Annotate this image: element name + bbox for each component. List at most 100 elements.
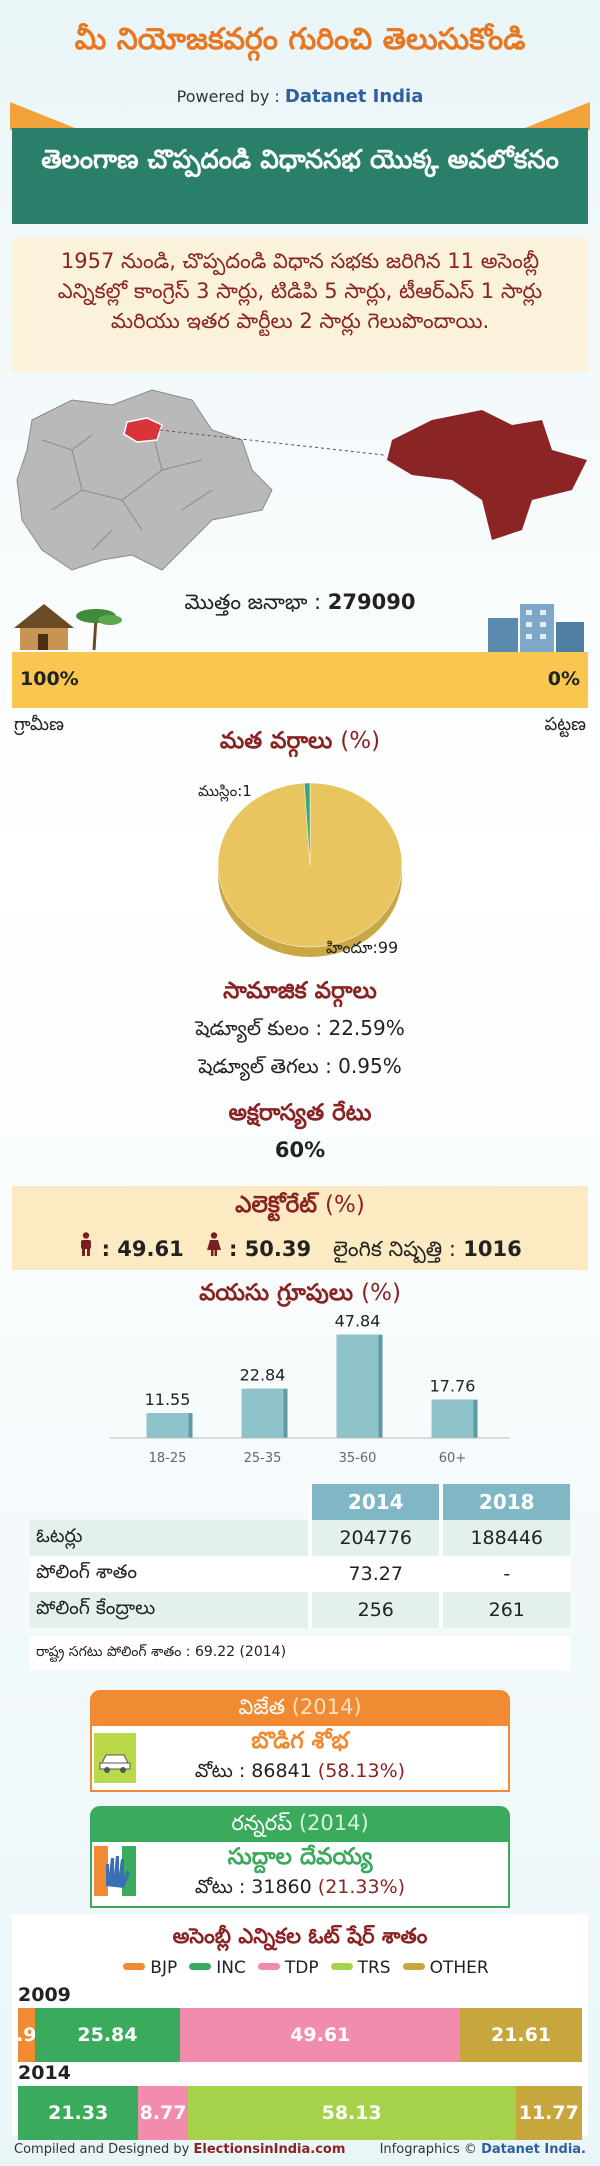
telangana-map-icon bbox=[16, 389, 273, 571]
table-row: పోలింగ్ కేంద్రాలు 256 261 bbox=[30, 1592, 570, 1628]
year-2014-label: 2014 bbox=[18, 2062, 71, 2084]
runner-votes: వోటు : 31860 (21.33%) bbox=[90, 1876, 510, 1903]
row-label: పోలింగ్ శాతం bbox=[30, 1556, 310, 1592]
footer-infographics: Infographics © bbox=[379, 2142, 477, 2157]
runner-vote-count: వోటు : 31860 bbox=[194, 1876, 312, 1898]
history-summary: 1957 నుండి, చొప్పదండి విధాన సభకు జరిగిన … bbox=[12, 238, 588, 372]
runner-header: రన్నరప్ (2014) bbox=[90, 1806, 510, 1840]
rural-label: గ్రామీణ bbox=[14, 714, 64, 735]
constituency-map bbox=[16, 389, 587, 571]
footer-copyright: Infographics © Datanet India. bbox=[380, 2142, 586, 2157]
legend-swatch-tdp bbox=[257, 1963, 280, 1970]
rural-fill bbox=[12, 652, 588, 708]
bar-value-label: 17.76 bbox=[430, 1377, 476, 1396]
age-bar-0 bbox=[146, 1413, 189, 1438]
urban-label: పట్టణ bbox=[544, 714, 586, 735]
age-bar-2 bbox=[336, 1334, 379, 1438]
x-tick-label: 25-35 bbox=[244, 1451, 282, 1466]
vote-share-segment-inc: 21.33 bbox=[18, 2086, 139, 2140]
runner-vote-pct: (21.33%) bbox=[317, 1876, 406, 1898]
footer-brand: Datanet India. bbox=[481, 2142, 586, 2157]
male-person-icon bbox=[78, 1232, 94, 1262]
age-unit: (%) bbox=[361, 1280, 401, 1306]
x-tick-label: 18-25 bbox=[149, 1451, 187, 1466]
vote-share-segment-other: 21.61 bbox=[460, 2008, 582, 2062]
electorate-title: ఎలెక్టోరేట్ (%) bbox=[0, 1192, 600, 1224]
trs-car-icon bbox=[94, 1733, 136, 1783]
female-person-icon bbox=[206, 1232, 222, 1262]
religion-pie-chart bbox=[217, 782, 403, 957]
winner-header: విజేత (2014) bbox=[90, 1690, 510, 1724]
ribbon-tab-right bbox=[520, 102, 590, 130]
row-value-2018: 188446 bbox=[439, 1520, 570, 1556]
chopadandi-map-icon bbox=[387, 410, 587, 540]
sc-row: షెడ్యూల్ కులం : 22.59% bbox=[195, 1016, 405, 1040]
header-2018: 2018 bbox=[439, 1484, 570, 1520]
row-value-2018: - bbox=[439, 1556, 570, 1592]
legend-swatch-trs bbox=[330, 1963, 353, 1970]
vote-share-segment-tdp: 49.61 bbox=[180, 2008, 461, 2062]
powered-by: Powered by : Datanet India bbox=[0, 86, 600, 107]
runner-card bbox=[90, 1840, 510, 1908]
rural-urban-bar bbox=[12, 652, 588, 708]
population-label: మొత్తం జనాభా : bbox=[184, 590, 322, 614]
page-title: మీ నియోజకవర్గం గురించి తెలుసుకోండి bbox=[74, 22, 526, 57]
legend-label-trs: TRS bbox=[357, 1958, 391, 1978]
constituency-title: తెలంగాణ చొప్పదండి విధానసభ యొక్క అవలోకనం bbox=[12, 128, 588, 224]
hindu-label: హిందూ:99 bbox=[326, 938, 399, 957]
table-header-row: 2014 2018 bbox=[30, 1484, 570, 1520]
legend-label-bjp: BJP bbox=[150, 1958, 178, 1978]
electorate-title-text: ఎలెక్టోరేట్ bbox=[235, 1192, 317, 1218]
age-title-text: వయసు గ్రూపులు bbox=[199, 1280, 354, 1306]
winner-card bbox=[90, 1724, 510, 1792]
footer-credit: Compiled and Designed by ElectionsinIndi… bbox=[14, 2142, 345, 2157]
urban-percent: 0% bbox=[547, 668, 580, 690]
village-hut-icon bbox=[14, 604, 122, 651]
electorate-box bbox=[12, 1186, 588, 1270]
age-bar-3 bbox=[431, 1399, 474, 1438]
legend-label-tdp: TDP bbox=[284, 1958, 319, 1978]
legend-label-inc: INC bbox=[216, 1958, 246, 1978]
city-building-icon bbox=[488, 604, 584, 652]
religion-title-text: మత వర్గాలు bbox=[219, 728, 333, 754]
table-corner bbox=[30, 1484, 310, 1520]
electorate-row: : 49.61 : 50.39 లైంగిక నిష్పత్తి : 1016 bbox=[0, 1232, 600, 1267]
literacy-value: 60% bbox=[274, 1138, 326, 1162]
winner-heading: విజేత bbox=[238, 1695, 286, 1719]
legend-label-other: OTHER bbox=[429, 1958, 489, 1978]
vote-share-segment-other: 11.77 bbox=[515, 2086, 582, 2140]
vote-share-segment-bjp: 2.94 bbox=[18, 2008, 35, 2062]
female-percent: : 50.39 bbox=[228, 1237, 312, 1261]
year-2009-label: 2009 bbox=[18, 1984, 71, 2006]
winner-name: బొడిగ శోభ bbox=[251, 1728, 349, 1754]
row-value-2014: 256 bbox=[307, 1592, 442, 1628]
row-value-2014: 204776 bbox=[307, 1520, 442, 1556]
footer-site-link[interactable]: ElectionsinIndia.com bbox=[193, 2142, 346, 2157]
row-label: పోలింగ్ కేంద్రాలు bbox=[30, 1592, 310, 1628]
pie-slice-1 bbox=[303, 782, 311, 866]
x-tick-label: 35-60 bbox=[339, 1451, 377, 1466]
footer-compiled: Compiled and Designed by bbox=[14, 2142, 190, 2157]
row-value-2014: 73.27 bbox=[307, 1556, 442, 1592]
datanet-brand: Datanet India bbox=[284, 86, 424, 107]
bar-value-label: 11.55 bbox=[145, 1390, 191, 1409]
religion-title: మత వర్గాలు (%) bbox=[0, 728, 600, 760]
winner-vote-pct: (58.13%) bbox=[317, 1760, 406, 1782]
vote-share-segment-inc: 25.84 bbox=[34, 2008, 181, 2062]
runner-year: (2014) bbox=[298, 1811, 369, 1835]
state-average-note: రాష్ట్ర సగటు పోలింగ్ శాతం : 69.22 (2014) bbox=[30, 1636, 570, 1670]
row-label: ఓటర్లు bbox=[30, 1520, 310, 1556]
sex-ratio-label: లైంగిక నిష్పత్తి : bbox=[333, 1237, 456, 1261]
x-tick-label: 60+ bbox=[439, 1451, 466, 1466]
powered-by-label: Powered by : bbox=[176, 87, 280, 106]
table-row: ఓటర్లు 204776 188446 bbox=[30, 1520, 570, 1556]
age-bar-1 bbox=[241, 1388, 284, 1438]
runner-name: సుద్దాల దేవయ్య bbox=[227, 1844, 373, 1870]
bar-value-label: 22.84 bbox=[240, 1366, 286, 1385]
literacy-title: అక్షరాస్యత రేటు bbox=[228, 1100, 372, 1126]
winner-vote-count: వోటు : 86841 bbox=[194, 1760, 312, 1782]
table-row: పోలింగ్ శాతం 73.27 - bbox=[30, 1556, 570, 1592]
age-title: వయసు గ్రూపులు (%) bbox=[0, 1280, 600, 1312]
vote-share-title: అసెంబ్లీ ఎన్నికల ఓట్ షేర్ శాతం bbox=[172, 1924, 428, 1948]
